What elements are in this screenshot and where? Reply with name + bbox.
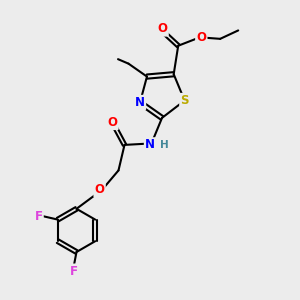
Text: H: H xyxy=(160,140,169,150)
Text: O: O xyxy=(158,22,168,35)
Text: O: O xyxy=(94,183,105,196)
Text: O: O xyxy=(107,116,118,129)
Text: F: F xyxy=(70,265,77,278)
Text: S: S xyxy=(180,94,189,107)
Text: N: N xyxy=(145,138,155,152)
Text: N: N xyxy=(135,96,145,109)
Text: O: O xyxy=(196,31,206,44)
Text: F: F xyxy=(34,209,43,223)
